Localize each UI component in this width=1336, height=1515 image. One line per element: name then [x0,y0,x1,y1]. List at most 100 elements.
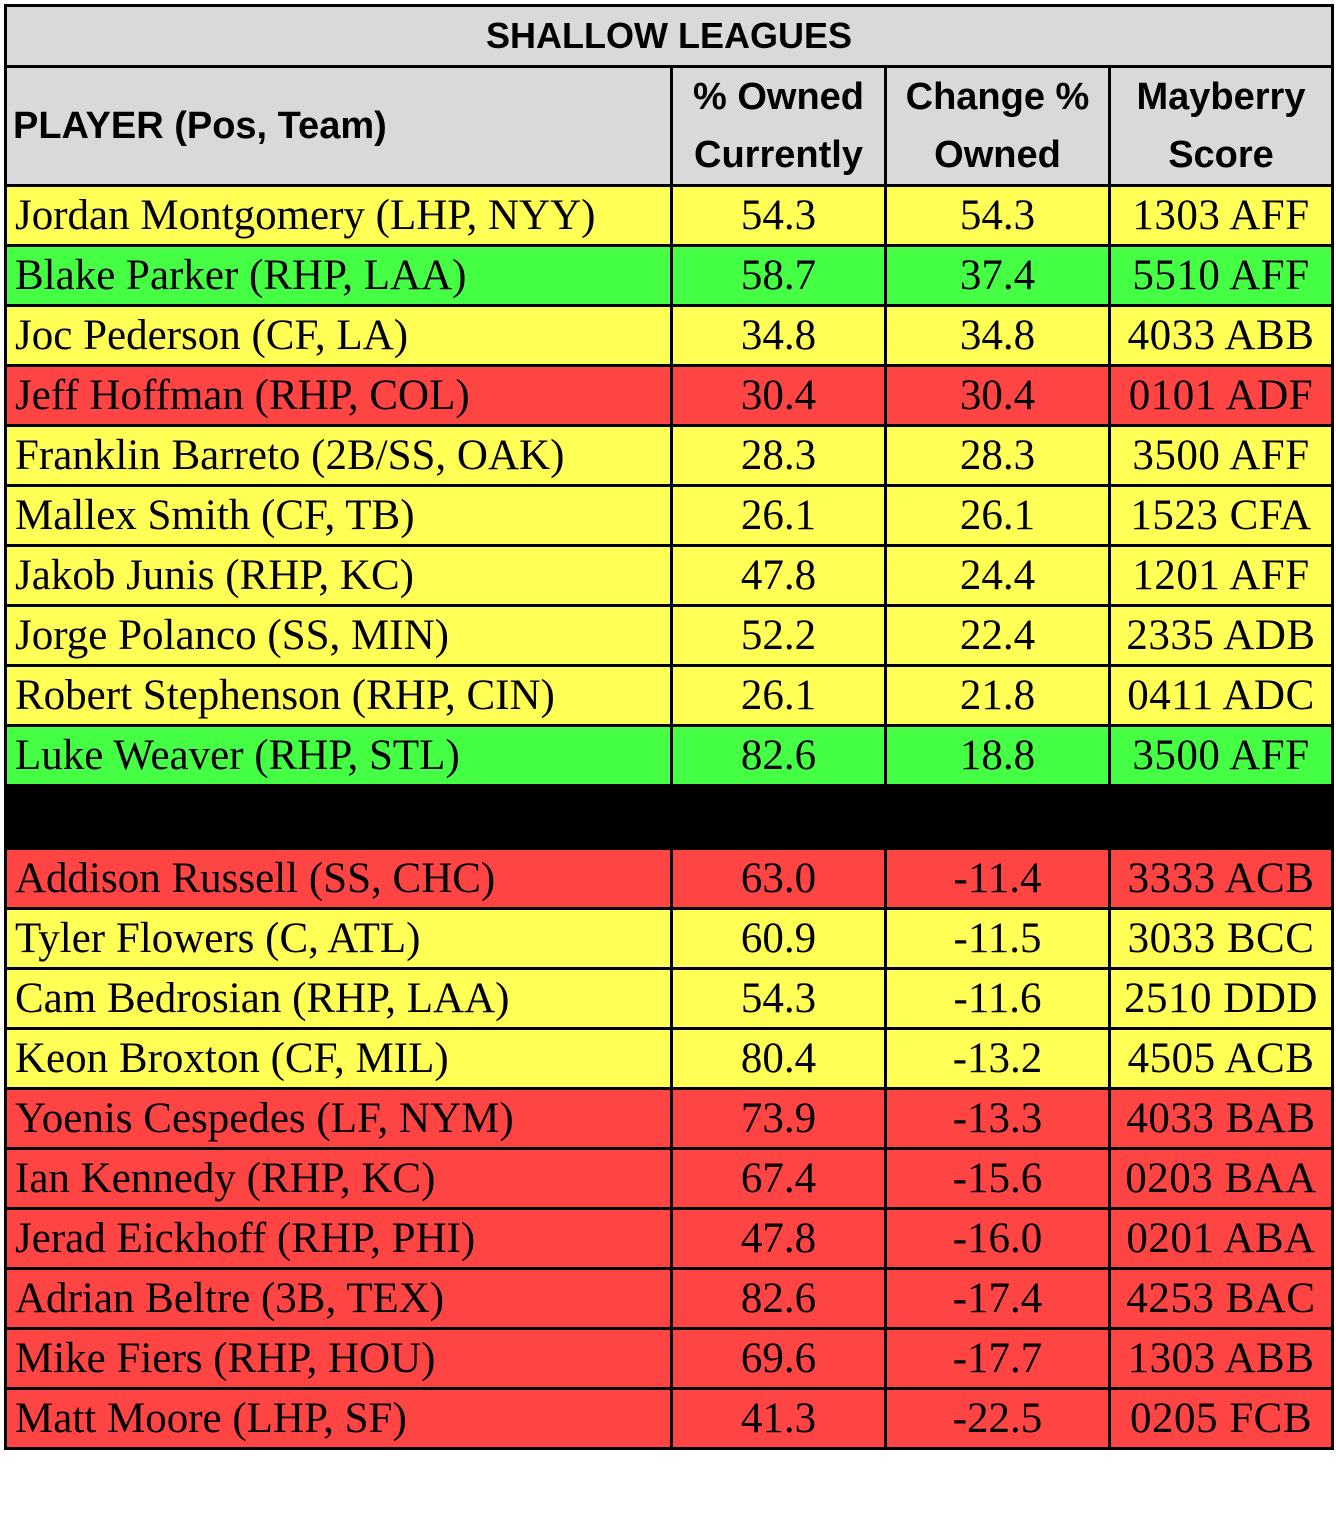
change-cell: 37.4 [884,244,1111,307]
player-cell: Mike Fiers (RHP, HOU) [4,1327,673,1390]
table-row: Jeff Hoffman (RHP, COL) 30.4 30.4 0101 ADF [4,364,1334,427]
ownership-table: SHALLOW LEAGUES PLAYER (Pos, Team) % Own… [4,4,1334,1450]
player-cell: Jorge Polanco (SS, MIN) [4,604,673,667]
change-cell: 21.8 [884,664,1111,727]
player-cell: Jakob Junis (RHP, KC) [4,544,673,607]
separator-bar [4,784,1334,850]
table-title: SHALLOW LEAGUES [4,4,1334,68]
table-row: Tyler Flowers (C, ATL) 60.9 -11.5 3033 BCC [4,907,1334,970]
table-row: Joc Pederson (CF, LA) 34.8 34.8 4033 ABB [4,304,1334,367]
header-change: Change % Owned [884,65,1111,187]
owned-cell: 73.9 [670,1087,887,1150]
player-cell: Blake Parker (RHP, LAA) [4,244,673,307]
change-cell: -13.3 [884,1087,1111,1150]
table-row: Franklin Barreto (2B/SS, OAK) 28.3 28.3 350… [4,424,1334,487]
score-cell: 0201 ABA [1108,1207,1334,1270]
player-cell: Jerad Eickhoff (RHP, PHI) [4,1207,673,1270]
header-player: PLAYER (Pos, Team) [4,65,673,187]
table-body: SHALLOW LEAGUES PLAYER (Pos, Team) % Own… [4,4,1334,1450]
player-cell: Jordan Montgomery (LHP, NYY) [4,184,673,247]
player-cell: Mallex Smith (CF, TB) [4,484,673,547]
table-row: Jakob Junis (RHP, KC) 47.8 24.4 1201 AFF [4,544,1334,607]
table-row: Luke Weaver (RHP, STL) 82.6 18.8 3500 AFF [4,724,1334,787]
table-row: Yoenis Cespedes (LF, NYM) 73.9 -13.3 4033 B… [4,1087,1334,1150]
player-cell: Cam Bedrosian (RHP, LAA) [4,967,673,1030]
owned-cell: 52.2 [670,604,887,667]
player-cell: Keon Broxton (CF, MIL) [4,1027,673,1090]
player-cell: Jeff Hoffman (RHP, COL) [4,364,673,427]
score-cell: 3333 ACB [1108,847,1334,910]
score-cell: 5510 AFF [1108,244,1334,307]
score-cell: 3500 AFF [1108,724,1334,787]
owned-cell: 58.7 [670,244,887,307]
score-cell: 0411 ADC [1108,664,1334,727]
player-cell: Addison Russell (SS, CHC) [4,847,673,910]
score-cell: 3500 AFF [1108,424,1334,487]
player-cell: Franklin Barreto (2B/SS, OAK) [4,424,673,487]
table-row: Adrian Beltre (3B, TEX) 82.6 -17.4 4253 BAC [4,1267,1334,1330]
table-row: Mallex Smith (CF, TB) 26.1 26.1 1523 CFA [4,484,1334,547]
score-cell: 1523 CFA [1108,484,1334,547]
change-cell: 22.4 [884,604,1111,667]
score-cell: 1303 AFF [1108,184,1334,247]
change-cell: 26.1 [884,484,1111,547]
table-row: Keon Broxton (CF, MIL) 80.4 -13.2 4505 ACB [4,1027,1334,1090]
change-cell: 18.8 [884,724,1111,787]
header-owned: % Owned Currently [670,65,887,187]
header-score-line2: Score [1168,134,1274,176]
owned-cell: 54.3 [670,184,887,247]
owned-cell: 82.6 [670,1267,887,1330]
change-cell: -13.2 [884,1027,1111,1090]
header-row: PLAYER (Pos, Team) % Owned Currently Cha… [4,65,1334,187]
change-cell: -11.6 [884,967,1111,1030]
score-cell: 0101 ADF [1108,364,1334,427]
owned-cell: 28.3 [670,424,887,487]
player-cell: Robert Stephenson (RHP, CIN) [4,664,673,727]
change-cell: 54.3 [884,184,1111,247]
score-cell: 1201 AFF [1108,544,1334,607]
header-score-line1: Mayberry [1136,76,1306,118]
table-row: Mike Fiers (RHP, HOU) 69.6 -17.7 1303 ABB [4,1327,1334,1390]
player-cell: Ian Kennedy (RHP, KC) [4,1147,673,1210]
score-cell: 3033 BCC [1108,907,1334,970]
change-cell: -15.6 [884,1147,1111,1210]
table-row: Jerad Eickhoff (RHP, PHI) 47.8 -16.0 0201 A… [4,1207,1334,1270]
table-row: Cam Bedrosian (RHP, LAA) 54.3 -11.6 2510 DD… [4,967,1334,1030]
title-row: SHALLOW LEAGUES [4,4,1334,68]
change-cell: 34.8 [884,304,1111,367]
player-cell: Matt Moore (LHP, SF) [4,1387,673,1450]
change-cell: -22.5 [884,1387,1111,1450]
table-row: Matt Moore (LHP, SF) 41.3 -22.5 0205 FCB [4,1387,1334,1450]
score-cell: 4033 BAB [1108,1087,1334,1150]
score-cell: 2335 ADB [1108,604,1334,667]
table-row: Robert Stephenson (RHP, CIN) 26.1 21.8 0411… [4,664,1334,727]
score-cell: 2510 DDD [1108,967,1334,1030]
header-score: Mayberry Score [1108,65,1334,187]
owned-cell: 60.9 [670,907,887,970]
owned-cell: 26.1 [670,484,887,547]
owned-cell: 67.4 [670,1147,887,1210]
player-cell: Joc Pederson (CF, LA) [4,304,673,367]
table-row: Jordan Montgomery (LHP, NYY) 54.3 54.3 1303… [4,184,1334,247]
owned-cell: 69.6 [670,1327,887,1390]
score-cell: 1303 ABB [1108,1327,1334,1390]
change-cell: -11.4 [884,847,1111,910]
section-separator [4,784,1334,850]
player-cell: Yoenis Cespedes (LF, NYM) [4,1087,673,1150]
owned-cell: 34.8 [670,304,887,367]
change-cell: -11.5 [884,907,1111,970]
change-cell: 24.4 [884,544,1111,607]
table-row: Ian Kennedy (RHP, KC) 67.4 -15.6 0203 BAA [4,1147,1334,1210]
owned-cell: 54.3 [670,967,887,1030]
change-cell: -16.0 [884,1207,1111,1270]
table-row: Blake Parker (RHP, LAA) 58.7 37.4 5510 AFF [4,244,1334,307]
owned-cell: 47.8 [670,1207,887,1270]
table-row: Jorge Polanco (SS, MIN) 52.2 22.4 2335 ADB [4,604,1334,667]
owned-cell: 26.1 [670,664,887,727]
owned-cell: 30.4 [670,364,887,427]
header-owned-line2: Currently [694,134,863,176]
owned-cell: 41.3 [670,1387,887,1450]
owned-cell: 63.0 [670,847,887,910]
score-cell: 0205 FCB [1108,1387,1334,1450]
owned-cell: 82.6 [670,724,887,787]
